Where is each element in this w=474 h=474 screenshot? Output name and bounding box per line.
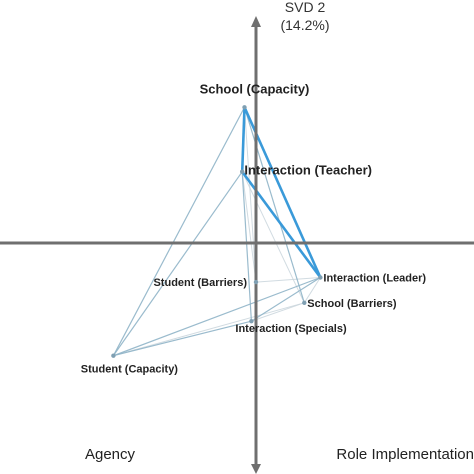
- y-axis-title: SVD 2: [285, 0, 326, 15]
- node-school-barriers: [302, 300, 307, 305]
- quadrant-label-role-implementation: Role Implementation: [336, 446, 474, 463]
- edge-student-capacity-to-school-barriers: [113, 302, 305, 357]
- edge-school-capacity-to-student-barriers: [244, 107, 257, 283]
- edge-interaction-leader-to-student-capacity: [113, 276, 321, 357]
- edge-school-capacity-to-student-capacity: [112, 107, 246, 356]
- edge-interaction-leader-to-interaction-specials: [251, 276, 321, 322]
- labels-layer: School (Capacity) Interaction (Teacher) In…: [81, 81, 427, 375]
- edge-interaction-teacher-to-student-barriers: [241, 171, 257, 283]
- y-axis-subtitle: (14.2%): [280, 17, 329, 33]
- node-label-school-barriers: School (Barriers): [307, 298, 397, 310]
- node-label-interaction-leader: Interaction (Leader): [323, 273, 426, 285]
- node-interaction-leader: [318, 275, 323, 280]
- axes-layer: [0, 16, 474, 474]
- edge-interaction-specials-to-school-barriers: [251, 302, 305, 322]
- edge-school-capacity-to-interaction-teacher: [240, 107, 246, 172]
- y-axis-arrow-up-icon: [251, 16, 261, 27]
- edge-interaction-teacher-to-school-barriers: [241, 171, 305, 304]
- node-label-interaction-teacher: Interaction (Teacher): [244, 163, 372, 178]
- node-student-barriers: [253, 279, 259, 285]
- edge-interaction-leader-to-school-barriers: [303, 277, 321, 304]
- node-label-student-barriers: Student (Barriers): [153, 277, 247, 289]
- edges-layer: [112, 106, 322, 357]
- node-school-capacity: [242, 105, 247, 110]
- node-label-interaction-specials: Interaction (Specials): [235, 323, 347, 335]
- node-interaction-teacher: [240, 169, 245, 174]
- y-axis-arrow-down-icon: [251, 464, 261, 474]
- quadrant-label-agency: Agency: [85, 446, 136, 463]
- node-label-student-capacity: Student (Capacity): [81, 364, 179, 376]
- node-label-school-capacity: School (Capacity): [200, 81, 310, 96]
- node-interaction-specials: [249, 319, 254, 324]
- edge-interaction-teacher-to-student-capacity: [112, 171, 243, 357]
- node-student-capacity: [111, 353, 116, 358]
- edge-student-capacity-to-interaction-specials: [113, 320, 252, 357]
- nodes-layer: [111, 105, 323, 358]
- edge-school-capacity-to-school-barriers: [243, 107, 305, 303]
- edge-interaction-teacher-to-interaction-specials: [241, 171, 252, 322]
- edge-interaction-leader-to-student-barriers: [255, 277, 321, 283]
